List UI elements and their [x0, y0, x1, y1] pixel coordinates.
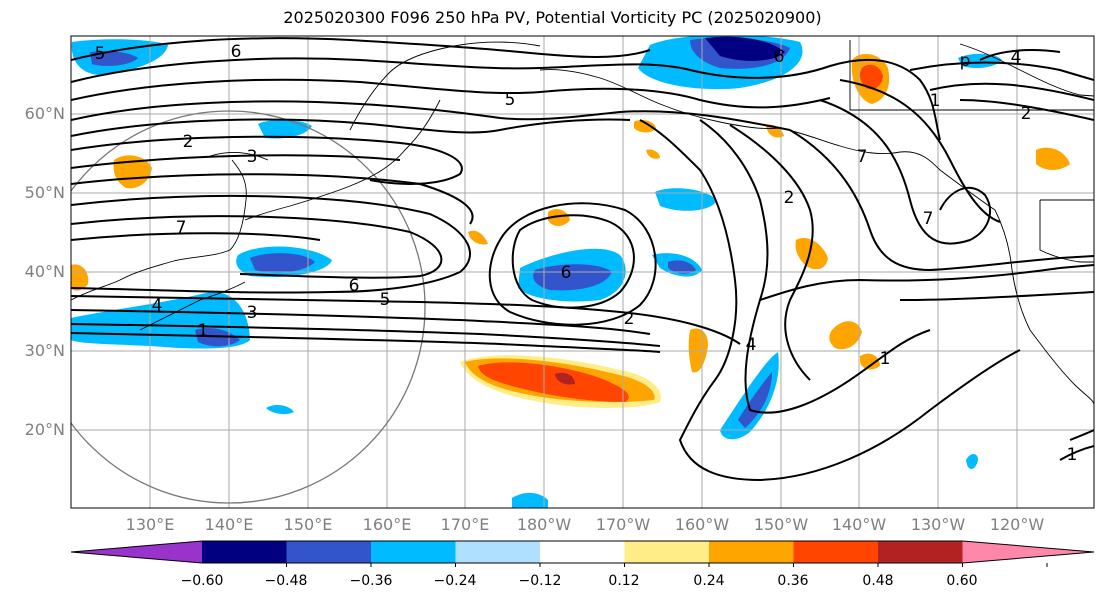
map-title: 2025020300 F096 250 hPa PV, Potential Vo…	[283, 8, 822, 27]
lon-label-140e: 140°E	[204, 515, 254, 534]
colorbar-tick-label: −0.48	[264, 573, 308, 589]
lon-label-150e: 150°E	[283, 515, 333, 534]
contour-label: 2	[784, 188, 795, 208]
contour-label: 1	[1067, 445, 1078, 465]
contour-label: 2	[1021, 104, 1032, 124]
coastlines	[71, 40, 1094, 406]
lat-label-50n: 50°N	[24, 183, 65, 202]
colorbar-tick-label: 0.60	[946, 573, 978, 589]
contour-label: 1	[880, 349, 891, 369]
lat-label-30n: 30°N	[24, 341, 65, 360]
colorbar-tick-label: 0.24	[693, 573, 725, 589]
contour-label: p	[960, 51, 971, 71]
contour-label: 7	[857, 147, 868, 167]
lon-label-150w: 150°W	[753, 515, 809, 534]
contour-label: 2	[624, 309, 635, 329]
colorbar-tick-label: −0.36	[349, 573, 393, 589]
lat-label-60n: 60°N	[24, 104, 65, 123]
contour-label: 1	[198, 321, 209, 341]
contour-label: 3	[247, 303, 258, 323]
contour-label: 2	[183, 132, 194, 152]
range-circle	[71, 110, 426, 504]
contour-labels: 5 6 6 2 3 7 6 6 5 4 3 1 5 2 2 4 7 2 7 1 …	[95, 42, 1078, 465]
contour-label: 4	[746, 335, 757, 355]
pv-contours	[71, 37, 1094, 482]
contour-label: 6	[349, 276, 360, 296]
lon-label-170e: 170°E	[440, 515, 490, 534]
contour-label: 6	[231, 42, 242, 62]
colorbar-tick-label: −0.60	[180, 573, 224, 589]
contour-label: 6	[561, 263, 572, 283]
contour-label: 7	[923, 209, 934, 229]
contour-label: 6	[774, 47, 785, 67]
lon-label-170w: 170°W	[595, 515, 651, 534]
colorbar-tick-label: −0.24	[433, 573, 477, 589]
lon-label-180w: 180°W	[516, 515, 572, 534]
lon-label-120w: 120°W	[989, 515, 1045, 534]
lon-label-160e: 160°E	[362, 515, 412, 534]
colorbar-tick-label: 0.12	[608, 573, 640, 589]
lat-label-40n: 40°N	[24, 262, 65, 281]
contour-label: 5	[505, 90, 516, 110]
contour-label: 5	[95, 44, 106, 64]
contour-label: 4	[152, 296, 163, 316]
colorbar-tick-label: −0.12	[518, 573, 562, 589]
contour-label: 1	[930, 91, 941, 111]
graticule	[71, 36, 1094, 508]
contour-label: 3	[247, 147, 258, 167]
lon-label-140w: 140°W	[831, 515, 887, 534]
lon-label-130e: 130°E	[125, 515, 175, 534]
lon-label-130w: 130°W	[910, 515, 966, 534]
contour-label: 5	[380, 290, 391, 310]
contour-label: 4	[1011, 48, 1022, 68]
colorbar-tick-label: 0.36	[777, 573, 809, 589]
lat-label-20n: 20°N	[24, 420, 65, 439]
colorbar-tick-label: 0.48	[862, 573, 894, 589]
contour-label: 7	[176, 218, 187, 238]
map-frame	[70, 35, 1095, 509]
lon-label-160w: 160°W	[674, 515, 730, 534]
